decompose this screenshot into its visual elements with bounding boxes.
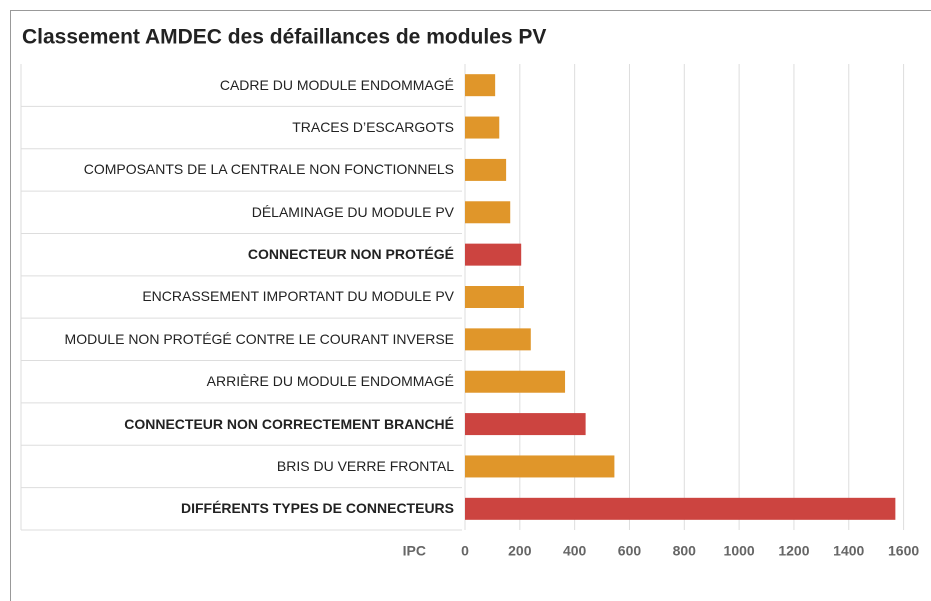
x-tick-label: 1400	[833, 543, 864, 559]
y-tick-label: MODULE NON PROTÉGÉ CONTRE LE COURANT INV…	[64, 330, 454, 347]
x-tick-label: 600	[618, 543, 642, 559]
y-tick-label: TRACES D’ESCARGOTS	[292, 119, 454, 136]
x-tick-label: 0	[461, 543, 469, 559]
y-tick-label: CONNECTEUR NON PROTÉGÉ	[247, 246, 454, 263]
x-tick-label: 1200	[778, 543, 809, 559]
chart-title: Classement AMDEC des défaillances de mod…	[22, 26, 546, 49]
bar	[465, 201, 511, 224]
bar	[465, 158, 507, 181]
y-tick-label: BRIS DU VERRE FRONTAL	[276, 457, 454, 474]
y-tick-label: DIFFÉRENTS TYPES DE CONNECTEURS	[180, 500, 454, 517]
bar	[465, 497, 896, 520]
y-tick-label: DÉLAMINAGE DU MODULE PV	[251, 203, 454, 220]
bar	[465, 455, 615, 478]
bar	[465, 370, 566, 393]
x-tick-label: 1000	[724, 543, 755, 559]
bar	[465, 243, 522, 266]
bar	[465, 413, 586, 436]
x-axis-label: IPC	[403, 543, 426, 559]
x-tick-label: 200	[508, 543, 532, 559]
y-tick-label: ARRIÈRE DU MODULE ENDOMMAGÉ	[206, 373, 454, 390]
y-tick-label: CONNECTEUR NON CORRECTEMENT BRANCHÉ	[124, 415, 454, 432]
x-tick-label: 1600	[888, 543, 919, 559]
bar	[465, 286, 524, 308]
bar	[465, 116, 500, 139]
bar	[465, 74, 496, 97]
x-tick-label: 400	[563, 543, 587, 559]
y-tick-label: CADRE DU MODULE ENDOMMAGÉ	[219, 76, 454, 93]
y-tick-label: COMPOSANTS DE LA CENTRALE NON FONCTIONNE…	[83, 161, 454, 178]
y-tick-label: ENCRASSEMENT IMPORTANT DU MODULE PV	[142, 288, 454, 305]
bar	[465, 328, 531, 351]
x-tick-label: 800	[673, 543, 697, 559]
